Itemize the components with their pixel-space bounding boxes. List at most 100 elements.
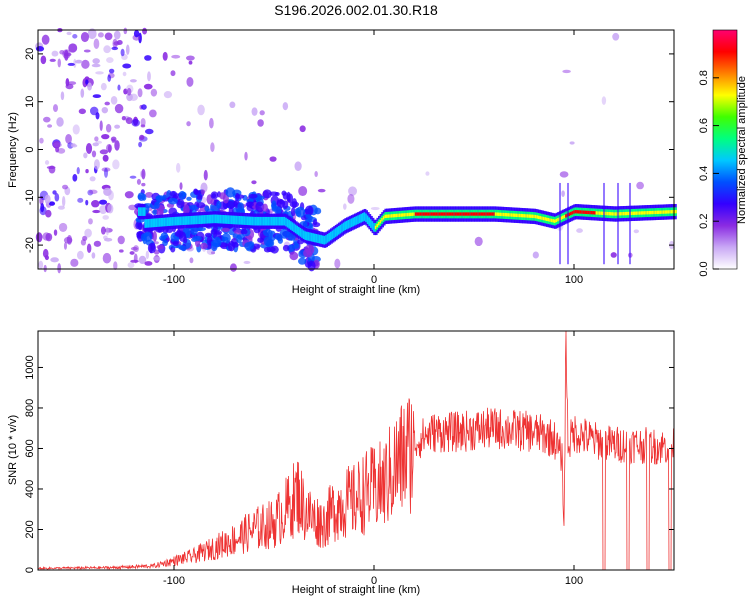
- noise-blob: [99, 149, 109, 155]
- cluster-blob: [262, 189, 272, 199]
- y-tick-label: 400: [24, 480, 36, 498]
- ridge-band-mid: [256, 216, 260, 226]
- cluster-blob: [143, 231, 153, 242]
- ridge-core: [429, 212, 432, 216]
- ridge-core: [462, 212, 466, 216]
- ridge-core: [474, 212, 477, 216]
- ridge-band-mid: [293, 223, 296, 233]
- cluster-blob: [179, 245, 184, 250]
- noise-blob: [127, 262, 135, 269]
- y-tick-label: 0: [24, 146, 36, 152]
- ridge-band-mid: [245, 216, 248, 225]
- ridge-core: [522, 214, 525, 218]
- cluster-blob: [212, 224, 218, 233]
- y-tick-label: 20: [24, 48, 36, 60]
- ridge-core: [645, 211, 648, 215]
- ridge-core: [579, 210, 583, 214]
- noise-blob: [137, 88, 143, 98]
- ridge-core: [544, 217, 548, 221]
- noise-blob: [72, 124, 80, 135]
- noise-blob: [125, 44, 130, 55]
- ridge-core: [565, 214, 568, 218]
- ridge-core: [638, 211, 642, 215]
- noise-blob: [44, 255, 49, 261]
- ridge-core: [382, 216, 386, 220]
- ridge-core: [448, 212, 452, 216]
- ridge-band-mid: [330, 231, 333, 241]
- noise-blob: [66, 31, 72, 36]
- noise-blob: [112, 159, 120, 170]
- ridge-core: [389, 214, 392, 218]
- noise-blob: [610, 252, 617, 258]
- noise-blob: [122, 63, 132, 69]
- ridge-core: [614, 212, 618, 216]
- ridge-band-mid: [341, 223, 344, 233]
- ridge-band-mid: [366, 215, 370, 225]
- ridge-band-mid: [149, 218, 152, 228]
- noise-blob: [251, 180, 257, 185]
- noise-blob: [85, 143, 93, 154]
- noise-blob: [140, 124, 146, 128]
- noise-blob: [86, 243, 92, 254]
- ridge-core: [493, 212, 496, 216]
- noise-blob: [179, 182, 183, 190]
- noise-blob: [54, 193, 60, 202]
- noise-blob: [138, 255, 147, 265]
- ridge-core: [413, 212, 416, 216]
- noise-blob: [532, 251, 539, 259]
- ridge-core: [426, 212, 429, 216]
- ridge-core: [403, 213, 407, 217]
- ridge-core: [594, 211, 597, 215]
- ridge-core: [410, 212, 413, 217]
- ridge-core: [550, 218, 554, 223]
- cluster-blob: [274, 233, 283, 241]
- noise-blob: [105, 226, 109, 236]
- ridge-band-mid: [150, 218, 154, 228]
- noise-blob: [58, 222, 68, 232]
- cluster-blob: [194, 239, 201, 248]
- ridge-core: [405, 213, 408, 217]
- ridge-core: [613, 212, 616, 216]
- noise-blob: [294, 161, 302, 171]
- ridge-core: [595, 211, 599, 215]
- ridge-core: [494, 212, 498, 216]
- noise-blob: [91, 252, 96, 259]
- ridge-band-mid: [333, 229, 336, 239]
- ridge-band-mid: [269, 216, 272, 226]
- noise-blob: [210, 142, 215, 153]
- ridge-core: [486, 212, 490, 216]
- cluster-blob: [240, 229, 248, 235]
- cluster-blob: [152, 230, 157, 242]
- cluster-blob: [162, 194, 167, 201]
- ridge-core: [590, 210, 594, 215]
- ridge-band-mid: [272, 216, 276, 226]
- noise-blob: [140, 117, 146, 127]
- ridge-core: [576, 210, 580, 214]
- cluster-blob: [212, 236, 222, 248]
- ridge-core: [541, 216, 544, 220]
- noise-blob: [63, 52, 72, 57]
- ridge-band-mid: [202, 215, 205, 224]
- ridge-band-mid: [320, 235, 324, 244]
- ridge-core: [454, 212, 458, 216]
- ridge-core: [438, 212, 442, 216]
- colorbar-ticks: 0.0 0.2 0.4 0.6 0.8: [698, 70, 719, 277]
- cluster-blob: [192, 235, 202, 242]
- ridge-band-mid: [178, 216, 181, 226]
- ridge-band-mid: [259, 216, 263, 226]
- noise-blob: [561, 190, 565, 197]
- ridge-band-mid: [208, 214, 212, 224]
- noise-blob: [38, 260, 44, 270]
- ridge-core: [547, 217, 551, 222]
- noise-blob: [145, 250, 150, 260]
- ridge-core: [530, 214, 533, 218]
- ridge-band-mid: [357, 215, 360, 224]
- noise-blob: [147, 71, 151, 82]
- cluster-blob: [204, 232, 213, 238]
- noise-blob: [141, 104, 147, 110]
- spectrogram-ridge: [138, 182, 677, 265]
- ridge-band-mid: [195, 215, 199, 225]
- ridge-core: [456, 212, 460, 216]
- noise-blob: [117, 84, 121, 91]
